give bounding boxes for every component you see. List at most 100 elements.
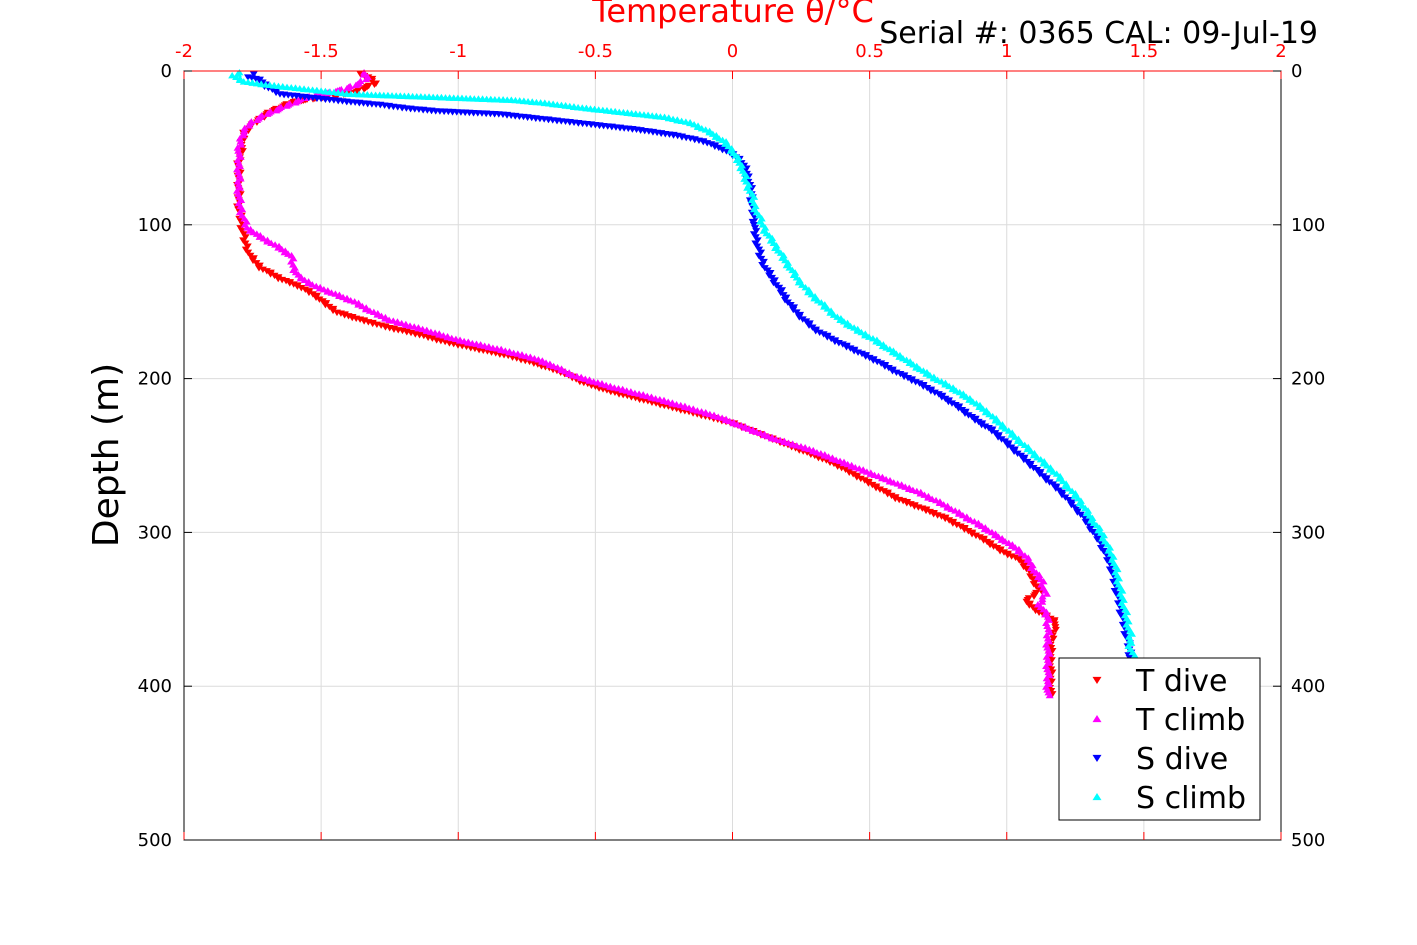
data-point [1022,598,1031,606]
data-series-layer [228,68,1139,699]
data-point [805,322,814,329]
series-s-climb [228,68,1139,659]
data-point [1049,481,1058,488]
data-point [987,428,996,435]
data-point [291,99,300,106]
data-point [1051,626,1060,634]
data-point [318,298,327,305]
data-point [964,412,973,419]
data-point [1029,465,1038,472]
x-tick-label: -2 [175,41,193,62]
x-tick-label: 1.5 [1130,41,1159,62]
data-point [958,406,967,414]
legend-box [1058,657,1261,821]
data-point [1035,471,1044,478]
data-point [321,301,330,309]
data-point [312,294,321,301]
chart-legend: T dive T climb S dive S climb [1058,657,1261,821]
series-t-dive [233,71,1060,698]
data-point [1042,590,1051,597]
x-tick-label: 1 [1001,41,1012,62]
data-point [1017,452,1026,460]
serial-calibration-label: Serial #: 0365 CAL: 09-Jul-19 [879,16,1318,51]
data-point [236,138,245,145]
legend-label: S climb [1136,781,1246,816]
y-tick-label-left: 200 [138,369,172,390]
data-point [1003,442,1012,449]
y-tick-label-right: 200 [1291,369,1325,390]
y-axis-title: Depth (m) [86,363,127,547]
data-point [1010,448,1019,455]
data-point [802,318,811,325]
y-tick-label-left: 300 [138,522,172,543]
data-point [1026,462,1035,470]
data-point [263,110,272,117]
y-tick-label-right: 500 [1291,830,1325,851]
data-point [798,316,807,323]
data-point [994,434,1003,441]
data-point [1007,444,1016,451]
legend-label: S dive [1136,742,1228,777]
data-point [253,116,262,124]
data-point [1023,458,1032,466]
series-t-climb [233,68,1054,699]
data-point [245,122,254,129]
legend-marker [1092,754,1102,763]
legend-marker [1092,676,1102,685]
data-point [359,71,368,78]
data-point [1045,479,1054,486]
data-point [239,131,248,139]
data-point [329,307,338,315]
x-tick-label: 0.5 [855,41,884,62]
series-s-dive [244,71,1136,667]
data-point [249,71,258,78]
data-point [1039,473,1048,480]
legend-marker [1092,792,1102,801]
data-point [237,141,246,148]
data-point [343,84,352,92]
x-tick-label: 2 [1275,41,1286,62]
data-point [360,86,369,93]
data-point [1042,477,1051,484]
y-tick-label-right: 300 [1291,522,1325,543]
y-tick-label-right: 400 [1291,676,1325,697]
data-point [997,436,1006,443]
data-point [362,75,371,83]
data-point [1019,456,1028,464]
data-point [1130,651,1139,659]
data-point [960,410,969,417]
data-point [1030,593,1039,600]
data-point [235,135,244,142]
data-point [282,102,291,109]
data-point [1025,602,1034,609]
x-tick-label: -1 [449,41,467,62]
data-point [808,324,817,331]
data-point [325,303,334,311]
data-point [991,430,1000,437]
y-tick-label-left: 400 [138,676,172,697]
x-axis-title: Temperature θ/°C [591,0,874,30]
data-point [272,107,281,114]
data-point [795,314,804,321]
data-point [1013,450,1022,458]
legend-marker [1092,714,1102,723]
data-point [1051,485,1060,492]
data-point [1045,691,1054,699]
y-tick-label-right: 0 [1291,61,1302,82]
data-point [954,405,963,412]
legend-label: T climb [1135,703,1245,738]
x-tick-label: -0.5 [578,41,613,62]
y-tick-label-right: 100 [1291,215,1325,236]
y-tick-label-left: 100 [138,215,172,236]
data-point [1001,438,1010,445]
data-point [1033,467,1042,474]
x-tick-label: -1.5 [304,41,339,62]
data-point [1055,487,1064,494]
data-point [233,144,242,151]
legend-label: T dive [1135,664,1227,699]
y-tick-label-left: 500 [138,830,172,851]
data-point [968,414,977,421]
data-point [315,296,324,303]
